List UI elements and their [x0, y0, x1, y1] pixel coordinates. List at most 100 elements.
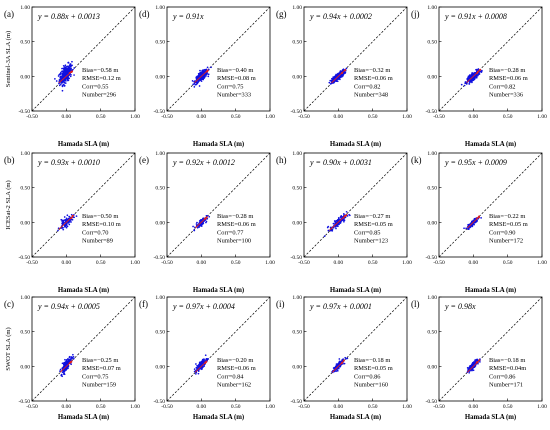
- scatter-point: [470, 368, 473, 371]
- stat-line: Bias=−0.20 m: [217, 357, 253, 364]
- stat-line: Number=162: [217, 382, 251, 389]
- x-tick-label: 0.50: [96, 114, 106, 120]
- regression-equation: y = 0.94x + 0.0005: [37, 302, 100, 311]
- stat-line: Number=333: [217, 92, 251, 99]
- scatter-point: [71, 218, 74, 221]
- y-tick-label: 0.00: [20, 74, 30, 80]
- scatter-point: [336, 369, 339, 372]
- stat-line: RMSE=0.06 m: [354, 75, 393, 82]
- scatter-point: [67, 69, 70, 71]
- scatter-point: [338, 358, 341, 360]
- scatter-point: [471, 223, 474, 226]
- scatter-point: [63, 85, 66, 87]
- scatter-point: [197, 372, 200, 375]
- scatter-point: [468, 223, 470, 226]
- panel-k: -0.50 0.00 0.50 1.00 -0.50 0.00 0.50 1.00 (k) y =…: [411, 151, 547, 294]
- scatter-point: [61, 227, 64, 229]
- x-tick-label: 1.00: [402, 114, 412, 120]
- y-tick-label: 0.00: [20, 364, 30, 370]
- x-tick-label: 0.50: [231, 404, 241, 410]
- y-tick-label: -0.50: [426, 255, 438, 261]
- y-tick-label: 1.00: [20, 5, 30, 11]
- scatter-point: [208, 215, 211, 218]
- scatter-point: [65, 65, 68, 68]
- x-tick-label: 1.00: [265, 404, 275, 410]
- scatter-point: [343, 362, 346, 365]
- scatter-point: [473, 360, 475, 363]
- scatter-point: [68, 223, 71, 226]
- x-tick-label: 0.50: [368, 114, 378, 120]
- y-tick-label: 1.00: [292, 151, 302, 157]
- stat-line: Corr=0.82: [354, 83, 381, 90]
- scatter-point: [65, 223, 68, 226]
- scatter-point: [334, 220, 337, 223]
- scatter-point: [60, 374, 63, 377]
- scatter-point: [335, 363, 338, 365]
- row-ylabel: ICESat-2 SLA (m): [5, 180, 12, 229]
- stat-line: Bias=−0.22 m: [489, 213, 525, 220]
- stat-line: Corr=0.77: [217, 229, 244, 236]
- scatter-point: [471, 220, 473, 223]
- y-tick-label: 0.00: [155, 364, 165, 370]
- y-tick-label: -0.50: [19, 255, 31, 261]
- x-axis-label: Hamada SLA (m): [193, 287, 244, 294]
- scatter-point: [59, 83, 62, 85]
- y-tick-label: -0.50: [426, 399, 438, 405]
- panel-letter: (e): [139, 155, 149, 165]
- scatter-point: [337, 78, 340, 80]
- panel-letter: (a): [4, 9, 14, 19]
- stat-line: Number=171: [489, 382, 523, 389]
- stat-line: RMSE=0.06 m: [217, 221, 256, 228]
- scatter-point: [200, 224, 203, 226]
- scatter-point: [64, 365, 66, 367]
- scatter-point: [207, 75, 210, 78]
- regression-line: [331, 360, 345, 373]
- scatter-point: [54, 78, 56, 80]
- x-axis-label: Hamada SLA (m): [330, 414, 381, 421]
- x-axis-label: Hamada SLA (m): [465, 141, 516, 148]
- stat-line: Bias=−0.40 m: [217, 67, 253, 74]
- stat-line: Bias=−0.18 m: [354, 357, 390, 364]
- scatter-point: [468, 83, 471, 85]
- scatter-point: [327, 225, 330, 228]
- y-tick-label: -0.50: [291, 399, 303, 405]
- y-tick-label: -0.50: [154, 255, 166, 261]
- scatter-point: [72, 353, 74, 356]
- x-axis-label: Hamada SLA (m): [193, 141, 244, 148]
- scatter-point: [193, 368, 196, 370]
- stat-line: Bias=−0.50 m: [82, 213, 118, 220]
- y-tick-label: 0.50: [155, 40, 165, 46]
- scatter-point: [71, 68, 74, 71]
- scatter-point: [335, 219, 338, 222]
- stat-line: Number=348: [354, 92, 388, 99]
- y-tick-label: 1.00: [292, 5, 302, 11]
- scatter-point: [203, 365, 206, 367]
- scatter-point: [199, 69, 201, 72]
- one-to-one-line: [31, 152, 136, 258]
- x-tick-label: -0.50: [26, 260, 38, 266]
- row-ylabel: SWOT SLA (m): [5, 327, 12, 370]
- scatter-point: [73, 67, 76, 69]
- scatter-point: [329, 226, 332, 229]
- panel-letter: (f): [139, 299, 148, 309]
- scatter-point: [463, 227, 465, 230]
- scatter-point: [198, 365, 200, 367]
- scatter-point: [202, 366, 204, 369]
- scatter-point: [62, 64, 65, 67]
- x-tick-label: -0.50: [161, 260, 173, 266]
- y-tick-label: -0.50: [291, 109, 303, 115]
- x-tick-label: -0.50: [161, 114, 173, 120]
- scatter-point: [460, 83, 463, 86]
- stat-line: Bias=−0.28 m: [489, 67, 525, 74]
- stat-line: Corr=0.75: [82, 373, 109, 380]
- scatter-point: [475, 68, 477, 71]
- one-to-one-line: [438, 6, 543, 112]
- stat-line: RMSE=0.04m: [489, 365, 526, 372]
- stat-line: Corr=0.75: [217, 83, 244, 90]
- y-tick-label: 0.00: [292, 74, 302, 80]
- scatter-point: [66, 366, 69, 369]
- scatter-point: [344, 72, 346, 74]
- panel-g: -0.50 0.00 0.50 1.00 -0.50 0.00 0.50 1.00 (g) y =…: [276, 5, 412, 148]
- x-tick-label: 1.00: [537, 404, 547, 410]
